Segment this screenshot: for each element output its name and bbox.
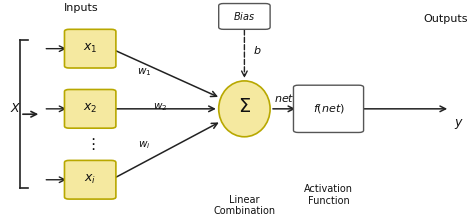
Text: $f(net)$: $f(net)$ [312,102,345,115]
Text: $w_1$: $w_1$ [137,66,151,78]
Text: $b$: $b$ [253,44,262,56]
Text: $x_i$: $x_i$ [84,173,96,186]
Text: $w_2$: $w_2$ [153,101,167,113]
FancyBboxPatch shape [219,4,270,29]
Text: $net$: $net$ [274,92,294,104]
Text: Linear
Combination: Linear Combination [213,195,275,216]
Text: $\vdots$: $\vdots$ [85,136,95,152]
Text: $Bias$: $Bias$ [233,10,255,22]
Text: Outputs: Outputs [423,14,468,24]
Text: $\Sigma$: $\Sigma$ [238,97,251,116]
Text: Activation
Function: Activation Function [304,184,353,206]
Text: $x_2$: $x_2$ [83,102,97,115]
Text: Inputs: Inputs [64,3,98,13]
Ellipse shape [219,81,270,137]
FancyBboxPatch shape [64,160,116,199]
FancyBboxPatch shape [64,90,116,128]
Text: $y$: $y$ [455,117,465,131]
FancyBboxPatch shape [64,29,116,68]
Text: $w_i$: $w_i$ [137,139,150,151]
Text: $x_1$: $x_1$ [83,42,98,55]
FancyBboxPatch shape [293,85,364,132]
Text: $X$: $X$ [10,102,21,115]
